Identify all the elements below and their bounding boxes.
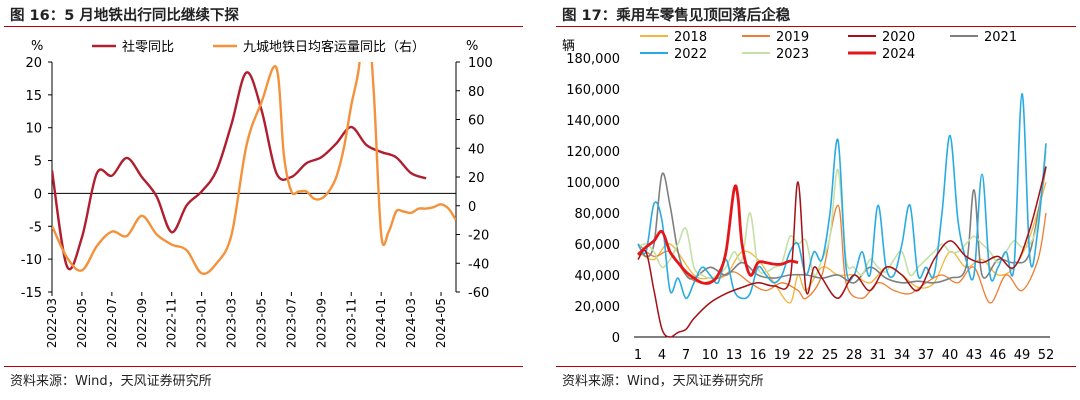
x-tick-label: 2023-09 — [314, 298, 328, 348]
retail-sales-line — [52, 71, 427, 271]
x-tick-label: 2022-05 — [75, 298, 89, 348]
x-tick-label: 2024-01 — [374, 298, 388, 348]
x-tick-label: 46 — [990, 348, 1007, 363]
x-tick-label: 19 — [774, 348, 791, 363]
right-y-tick-label: -60 — [468, 286, 489, 301]
x-tick-label: 25 — [822, 348, 839, 363]
left-y-tick-label: 0 — [34, 187, 42, 202]
x-tick-label: 28 — [846, 348, 863, 363]
x-tick-label: 16 — [750, 348, 767, 363]
legend-label: 2024 — [882, 47, 915, 62]
legend-label: 2023 — [776, 47, 809, 62]
right-y-tick-label: -40 — [468, 257, 489, 272]
x-tick-label: 2023-11 — [344, 298, 358, 348]
title-rule — [4, 26, 523, 27]
right-unit-label: % — [466, 39, 478, 54]
car-sales-chart: 0 20,000 40,000 60,000 80,000 100,000 120,000 1… — [562, 30, 1055, 363]
right-chart-panel: 图 17：乘用车零售见顶回落后企稳 0 20,000 40,000 60,000 80,… — [552, 0, 1080, 400]
x-tick-label: 2022-11 — [165, 298, 179, 348]
right-y-tick-label: 60 — [468, 114, 485, 129]
y-tick-label: 0 — [612, 331, 620, 346]
x-tick-label: 2023-05 — [254, 298, 268, 348]
x-tick-label: 2023-03 — [225, 298, 239, 348]
left-y-tick-label: -5 — [29, 220, 42, 235]
x-tick-label: 2022-03 — [45, 298, 59, 348]
y-tick-label: 100,000 — [566, 176, 620, 191]
right-y-tick-label: -20 — [468, 229, 489, 244]
y-tick-label: 120,000 — [566, 145, 620, 160]
legend-label: 2018 — [674, 30, 707, 45]
left-y-tick-label: -15 — [21, 286, 42, 301]
series-line-2024 — [637, 184, 799, 285]
source-rule — [4, 366, 523, 367]
y-tick-label: 40,000 — [575, 269, 621, 284]
left-chart-panel: 图 16：5 月地铁出行同比继续下探 -15 -10 -5 0 5 10 15 20 -60 -4… — [0, 0, 527, 400]
right-y-tick-label: 40 — [468, 142, 485, 157]
legend-label: 社零同比 — [122, 39, 174, 55]
right-y-tick-label: 0 — [468, 200, 476, 215]
x-tick-label: 4 — [658, 348, 666, 363]
title-rule — [556, 26, 1076, 27]
x-tick-label: 49 — [1014, 348, 1031, 363]
source-rule — [556, 366, 1076, 367]
left-y-tick-label: 5 — [34, 155, 42, 170]
series-line-2020 — [637, 166, 1047, 338]
left-source-note: 资料来源：Wind，天风证券研究所 — [10, 374, 212, 389]
right-chart-title: 图 17：乘用车零售见顶回落后企稳 — [562, 8, 791, 24]
right-source-note: 资料来源：Wind，天风证券研究所 — [562, 374, 764, 389]
left-y-tick-label: -10 — [21, 253, 42, 268]
x-tick-label: 52 — [1038, 348, 1055, 363]
x-tick-label: 31 — [870, 348, 887, 363]
x-tick-label: 22 — [798, 348, 815, 363]
y-tick-label: 80,000 — [575, 207, 621, 222]
y-tick-label: 160,000 — [566, 83, 620, 98]
y-tick-label: 140,000 — [566, 114, 620, 129]
y-tick-label: 180,000 — [566, 52, 620, 67]
right-y-tick-label: 80 — [468, 85, 485, 100]
x-tick-label: 2022-07 — [105, 298, 119, 348]
y-tick-label: 60,000 — [575, 238, 621, 253]
subway-retail-chart: -15 -10 -5 0 5 10 15 20 -60 -40 -20 0 20 40 60 80 100% % 2… — [21, 39, 493, 348]
legend-label: 2022 — [674, 47, 707, 62]
x-tick-label: 43 — [966, 348, 983, 363]
x-tick-label: 2024-05 — [434, 298, 448, 348]
series-line-2022 — [637, 92, 1047, 300]
legend-label: 2019 — [776, 30, 809, 45]
left-chart-title: 图 16：5 月地铁出行同比继续下探 — [10, 8, 239, 24]
x-tick-label: 40 — [942, 348, 959, 363]
series-line-2021 — [637, 166, 1047, 284]
x-tick-label: 10 — [702, 348, 719, 363]
x-tick-label: 1 — [634, 348, 642, 363]
x-tick-label: 2024-03 — [404, 298, 418, 348]
unit-label: 辆 — [562, 39, 575, 54]
legend-label: 九城地铁日均客运量同比（右） — [243, 39, 425, 55]
x-tick-label: 37 — [918, 348, 935, 363]
left-y-tick-label: 15 — [25, 89, 42, 104]
x-tick-label: 7 — [682, 348, 690, 363]
legend-label: 2020 — [882, 30, 915, 45]
y-tick-label: 20,000 — [575, 300, 621, 315]
left-y-tick-label: 20 — [25, 56, 42, 71]
metro-ridership-line — [52, 62, 456, 275]
x-tick-label: 2023-07 — [284, 298, 298, 348]
legend-label: 2021 — [984, 30, 1017, 45]
x-tick-label: 34 — [894, 348, 911, 363]
left-unit-label: % — [31, 39, 43, 54]
x-tick-label: 2023-01 — [195, 298, 209, 348]
right-y-tick-label: 100 — [468, 56, 493, 71]
left-y-tick-label: 10 — [25, 122, 42, 137]
x-tick-label: 2022-09 — [135, 298, 149, 348]
x-tick-label: 13 — [726, 348, 743, 363]
right-y-tick-label: 20 — [468, 171, 485, 186]
